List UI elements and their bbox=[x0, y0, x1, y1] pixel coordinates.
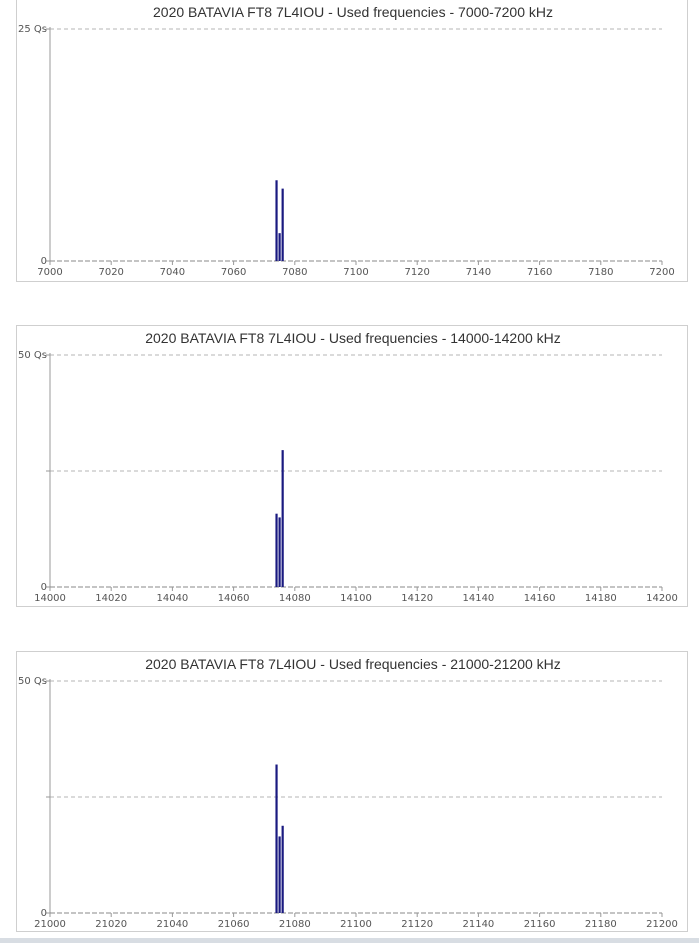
x-tick-label: 7120 bbox=[404, 267, 429, 278]
x-tick-label: 14200 bbox=[646, 593, 678, 604]
x-tick-label: 14120 bbox=[401, 593, 433, 604]
y-tick-label: 25 Qs bbox=[18, 24, 47, 35]
x-tick-label: 14020 bbox=[95, 593, 127, 604]
chart-panel-7mhz: 2020 BATAVIA FT8 7L4IOU - Used frequenci… bbox=[16, 0, 688, 282]
bar bbox=[275, 513, 278, 587]
x-tick-label: 21120 bbox=[401, 919, 433, 930]
x-tick-label: 21200 bbox=[646, 919, 678, 930]
window-bottom-edge bbox=[0, 938, 699, 943]
bar bbox=[278, 517, 281, 587]
x-tick-label: 14040 bbox=[156, 593, 188, 604]
x-tick-label: 7000 bbox=[37, 267, 62, 278]
y-tick-label: 50 Qs bbox=[18, 350, 47, 361]
x-tick-label: 7140 bbox=[466, 267, 491, 278]
y-tick-label: 0 bbox=[41, 908, 47, 919]
x-tick-label: 7020 bbox=[98, 267, 123, 278]
chart-title: 2020 BATAVIA FT8 7L4IOU - Used frequenci… bbox=[153, 4, 553, 20]
y-tick-label: 0 bbox=[41, 582, 47, 593]
x-tick-label: 14140 bbox=[462, 593, 494, 604]
x-tick-label: 21160 bbox=[524, 919, 556, 930]
y-tick-label: 0 bbox=[41, 256, 47, 267]
bar bbox=[278, 836, 281, 913]
x-tick-label: 7040 bbox=[160, 267, 185, 278]
x-tick-label: 21000 bbox=[34, 919, 66, 930]
bar bbox=[281, 825, 284, 913]
x-tick-label: 21060 bbox=[218, 919, 250, 930]
x-tick-label: 14060 bbox=[218, 593, 250, 604]
chart-panel-14mhz: 2020 BATAVIA FT8 7L4IOU - Used frequenci… bbox=[16, 325, 688, 607]
x-tick-label: 21180 bbox=[585, 919, 617, 930]
x-tick-label: 21140 bbox=[462, 919, 494, 930]
x-tick-label: 7080 bbox=[282, 267, 307, 278]
x-tick-label: 14000 bbox=[34, 593, 66, 604]
chart-svg: 2020 BATAVIA FT8 7L4IOU - Used frequenci… bbox=[18, 656, 678, 930]
x-tick-label: 14080 bbox=[279, 593, 311, 604]
chart-title: 2020 BATAVIA FT8 7L4IOU - Used frequenci… bbox=[145, 330, 561, 346]
chart-svg: 2020 BATAVIA FT8 7L4IOU - Used frequenci… bbox=[18, 4, 675, 278]
bar bbox=[281, 450, 284, 587]
bar bbox=[275, 180, 278, 261]
x-tick-label: 14100 bbox=[340, 593, 372, 604]
x-tick-label: 21100 bbox=[340, 919, 372, 930]
chart-svg: 2020 BATAVIA FT8 7L4IOU - Used frequenci… bbox=[18, 330, 678, 604]
chart-title: 2020 BATAVIA FT8 7L4IOU - Used frequenci… bbox=[145, 656, 561, 672]
x-tick-label: 21020 bbox=[95, 919, 127, 930]
y-tick-label: 50 Qs bbox=[18, 676, 47, 687]
x-tick-label: 7060 bbox=[221, 267, 246, 278]
x-tick-label: 7180 bbox=[588, 267, 613, 278]
bar bbox=[281, 188, 284, 261]
x-tick-label: 7200 bbox=[649, 267, 674, 278]
x-tick-label: 14180 bbox=[585, 593, 617, 604]
bar bbox=[275, 764, 278, 913]
x-tick-label: 21080 bbox=[279, 919, 311, 930]
x-tick-label: 14160 bbox=[524, 593, 556, 604]
bar bbox=[278, 233, 281, 261]
x-tick-label: 21040 bbox=[156, 919, 188, 930]
chart-panel-21mhz: 2020 BATAVIA FT8 7L4IOU - Used frequenci… bbox=[16, 651, 688, 932]
x-tick-label: 7160 bbox=[527, 267, 552, 278]
x-tick-label: 7100 bbox=[343, 267, 368, 278]
